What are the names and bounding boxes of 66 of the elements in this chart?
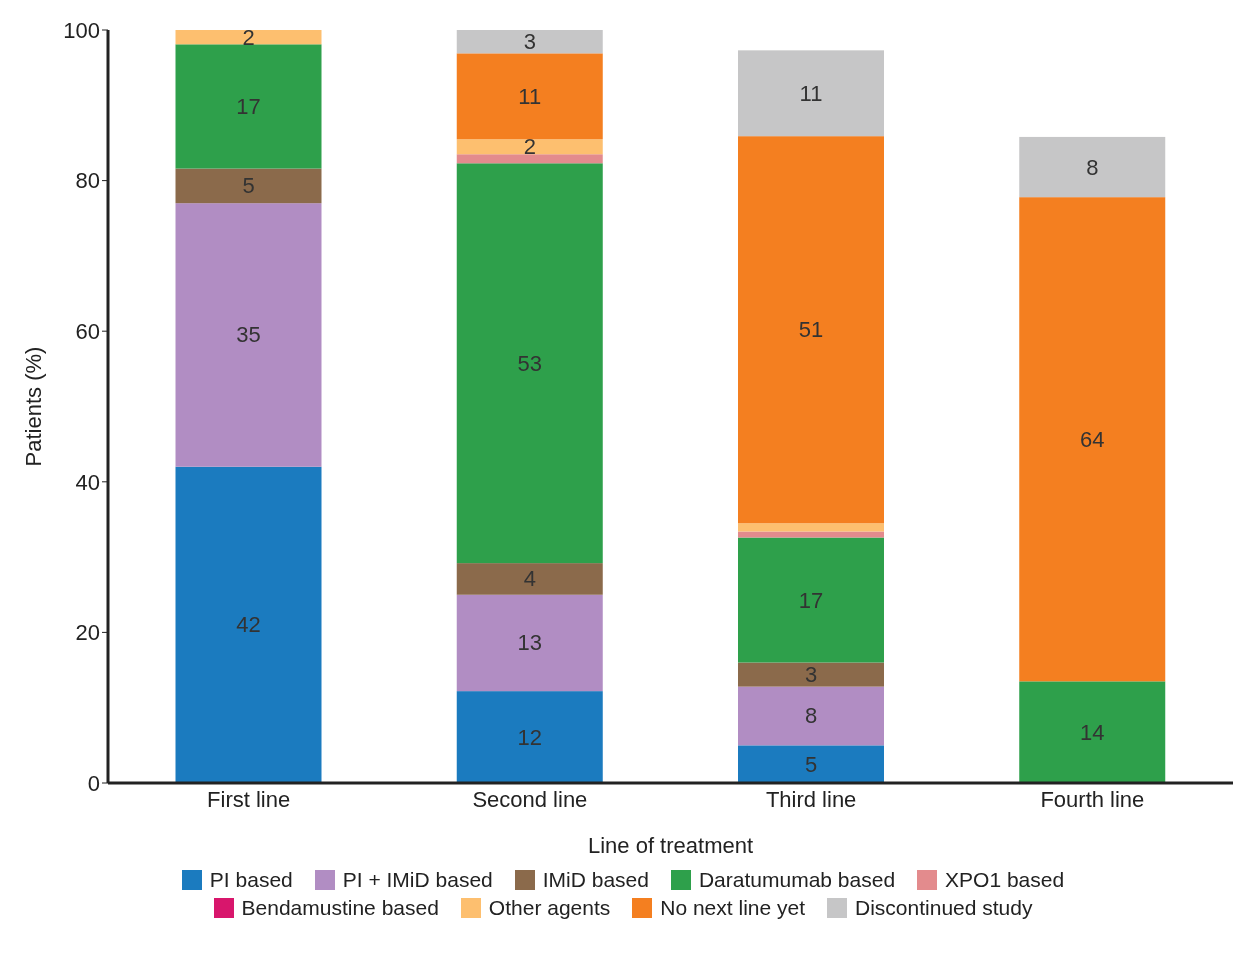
bar — [175, 30, 322, 45]
legend-label: IMiD based — [541, 868, 649, 892]
legend-label: PI based — [208, 868, 293, 892]
data-label: 5 — [242, 173, 255, 199]
data-label: 3 — [523, 29, 536, 55]
bar — [738, 523, 884, 532]
legend-label: Other agents — [487, 896, 611, 920]
bar — [738, 50, 884, 137]
data-label: 13 — [517, 630, 542, 656]
data-label: 3 — [804, 662, 818, 688]
data-label: 17 — [798, 587, 824, 613]
data-label: 51 — [798, 317, 824, 343]
data-label: 64 — [1080, 426, 1105, 452]
data-label: 11 — [799, 80, 823, 106]
data-label: 4 — [523, 566, 536, 592]
y-tick-label: 80 — [75, 168, 100, 194]
x-tick-label: Third line — [765, 786, 857, 812]
bar — [738, 745, 884, 783]
bar — [456, 139, 603, 155]
x-tick-label: Fourth line — [1040, 786, 1145, 812]
data-label: 8 — [804, 703, 818, 729]
data-label: 5 — [804, 751, 818, 777]
bar — [738, 531, 884, 538]
y-tick-label: 20 — [75, 620, 100, 646]
y-tick-label: 100 — [63, 17, 100, 43]
legend-label: XPO1 based — [944, 868, 1065, 892]
data-label: 53 — [517, 350, 542, 376]
bar — [175, 168, 322, 204]
bar — [175, 44, 322, 169]
bar — [456, 594, 603, 692]
legend-label: Daratumumab based — [697, 868, 896, 892]
bar — [1019, 197, 1166, 682]
legend-label: PI + IMiD based — [341, 868, 493, 892]
bar — [1019, 681, 1166, 783]
data-label: 12 — [517, 724, 542, 750]
legend-label: No next line yet — [659, 896, 806, 920]
data-label: 2 — [242, 24, 255, 50]
x-tick-label: First line — [207, 786, 291, 812]
bar — [456, 563, 603, 595]
legend-label: Bendamustine based — [240, 896, 439, 920]
data-label: 42 — [236, 612, 261, 638]
bar — [456, 691, 603, 783]
bar — [175, 203, 322, 467]
x-tick-label: Second line — [472, 786, 588, 812]
bar — [456, 163, 603, 564]
legend-label: Discontinued study — [854, 896, 1033, 920]
y-axis-title: Patients (%) — [20, 346, 46, 467]
data-label: 8 — [1086, 154, 1099, 180]
data-label: 17 — [236, 93, 261, 119]
bar — [1019, 136, 1166, 198]
bar — [738, 537, 884, 663]
data-label: 14 — [1080, 719, 1105, 745]
x-axis-title: Line of treatment — [587, 833, 754, 858]
bar — [456, 53, 603, 140]
y-tick-label: 0 — [87, 770, 100, 796]
bar — [738, 686, 884, 746]
bar — [456, 30, 603, 54]
y-tick-label: 40 — [75, 469, 100, 495]
data-label: 11 — [518, 83, 542, 109]
bar — [738, 662, 884, 687]
bar — [175, 466, 322, 783]
bar — [738, 136, 884, 524]
data-label: 35 — [236, 322, 261, 348]
bar — [456, 154, 603, 164]
y-tick-label: 60 — [75, 319, 100, 345]
data-label: 2 — [523, 134, 536, 160]
